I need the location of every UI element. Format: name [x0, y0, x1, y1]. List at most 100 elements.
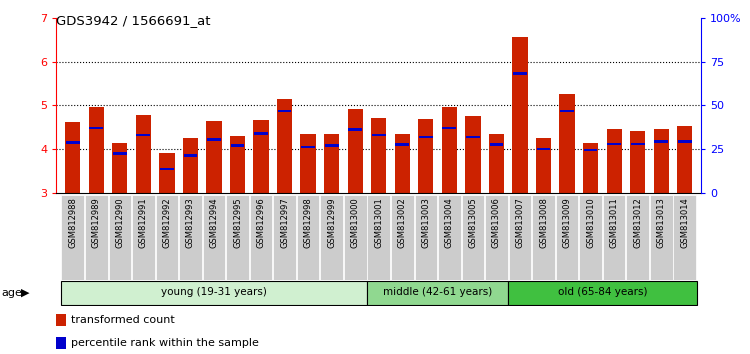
Text: GSM812992: GSM812992 — [163, 197, 172, 248]
Text: percentile rank within the sample: percentile rank within the sample — [70, 338, 259, 348]
Bar — [184, 154, 197, 157]
Text: GSM812995: GSM812995 — [233, 197, 242, 248]
Text: young (19-31 years): young (19-31 years) — [161, 287, 267, 297]
Text: GSM813001: GSM813001 — [374, 197, 383, 248]
Bar — [61, 281, 367, 305]
Bar — [202, 195, 225, 280]
Text: GDS3942 / 1566691_at: GDS3942 / 1566691_at — [56, 14, 211, 27]
Bar — [419, 136, 433, 138]
Bar — [509, 195, 531, 280]
Bar — [160, 167, 174, 170]
Bar — [277, 99, 292, 193]
Text: GSM812988: GSM812988 — [68, 197, 77, 248]
Text: GSM812990: GSM812990 — [116, 197, 124, 248]
Bar — [560, 110, 574, 112]
Bar — [513, 73, 527, 75]
Bar — [183, 138, 198, 193]
Bar — [489, 134, 504, 193]
Text: GSM813000: GSM813000 — [351, 197, 360, 248]
Bar — [653, 130, 669, 193]
Bar — [532, 195, 555, 280]
Text: GSM813013: GSM813013 — [657, 197, 666, 248]
Bar — [250, 195, 272, 280]
Bar — [109, 195, 131, 280]
Text: GSM812991: GSM812991 — [139, 197, 148, 248]
Bar — [89, 127, 104, 130]
Bar — [536, 138, 551, 193]
Bar — [465, 116, 481, 193]
Bar — [324, 134, 339, 193]
Bar — [254, 120, 268, 193]
Bar — [512, 38, 528, 193]
Bar — [583, 143, 598, 193]
Text: GSM813006: GSM813006 — [492, 197, 501, 248]
Text: GSM813004: GSM813004 — [445, 197, 454, 248]
Bar — [159, 153, 175, 193]
Bar — [347, 109, 363, 193]
Text: middle (42-61 years): middle (42-61 years) — [383, 287, 492, 297]
Bar — [607, 130, 622, 193]
Bar — [419, 119, 434, 193]
Text: GSM813002: GSM813002 — [398, 197, 406, 248]
Bar — [179, 195, 202, 280]
Text: GSM813010: GSM813010 — [586, 197, 595, 248]
Bar — [136, 115, 151, 193]
Bar — [62, 195, 84, 280]
Text: GSM813008: GSM813008 — [539, 197, 548, 248]
Bar — [320, 195, 343, 280]
Bar — [461, 195, 484, 280]
Text: transformed count: transformed count — [70, 315, 175, 325]
Bar — [56, 337, 66, 349]
Bar — [368, 195, 390, 280]
Text: GSM812994: GSM812994 — [209, 197, 218, 248]
Text: GSM813003: GSM813003 — [422, 197, 430, 248]
Bar — [302, 145, 315, 148]
Bar — [438, 195, 460, 280]
Bar — [391, 195, 413, 280]
Text: ▶: ▶ — [21, 288, 29, 298]
Bar — [367, 281, 509, 305]
Text: GSM813014: GSM813014 — [680, 197, 689, 248]
Bar — [630, 131, 645, 193]
Bar — [226, 195, 249, 280]
Bar — [325, 144, 338, 147]
Bar — [442, 107, 457, 193]
Bar — [678, 140, 692, 143]
Text: GSM813011: GSM813011 — [610, 197, 619, 248]
Bar — [579, 195, 602, 280]
Bar — [132, 195, 154, 280]
Bar — [66, 141, 80, 144]
Text: GSM812993: GSM812993 — [186, 197, 195, 248]
Bar — [466, 136, 480, 138]
Bar — [584, 149, 598, 151]
Bar — [278, 110, 292, 112]
Bar — [273, 195, 296, 280]
Bar — [603, 195, 625, 280]
Bar — [485, 195, 508, 280]
Text: GSM812989: GSM812989 — [92, 197, 100, 248]
Text: GSM812997: GSM812997 — [280, 197, 289, 248]
Bar — [65, 122, 80, 193]
Bar — [654, 140, 668, 143]
Bar — [230, 144, 244, 147]
Bar — [113, 152, 127, 155]
Bar — [136, 134, 150, 136]
Text: GSM812999: GSM812999 — [327, 197, 336, 248]
Text: GSM812998: GSM812998 — [304, 197, 313, 248]
Bar — [556, 195, 578, 280]
Bar — [608, 143, 621, 145]
Text: GSM813009: GSM813009 — [562, 197, 572, 248]
Text: GSM813007: GSM813007 — [515, 197, 524, 248]
Text: age: age — [2, 288, 22, 298]
Bar — [395, 143, 410, 146]
Bar — [206, 121, 221, 193]
Bar — [207, 138, 220, 141]
Bar — [344, 195, 367, 280]
Bar — [490, 143, 503, 146]
Bar — [372, 134, 386, 136]
Bar — [631, 143, 644, 145]
Bar — [560, 95, 574, 193]
Bar — [112, 143, 128, 193]
Bar — [348, 128, 362, 131]
Bar — [537, 148, 550, 150]
